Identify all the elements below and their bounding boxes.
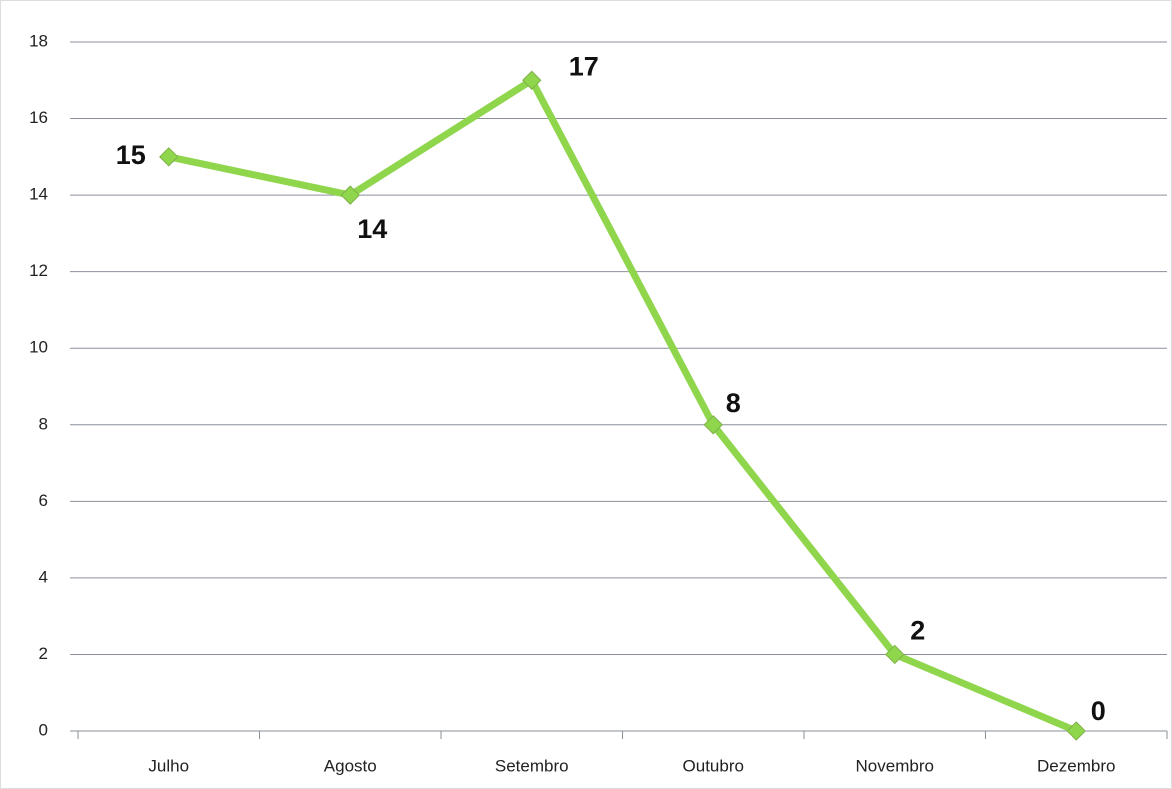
x-tick-label: Agosto xyxy=(324,756,377,775)
y-tick-label: 18 xyxy=(29,31,48,50)
y-tick-label: 16 xyxy=(29,108,48,127)
y-tick-label: 2 xyxy=(39,644,48,663)
data-label: 8 xyxy=(726,388,741,418)
y-tick-label: 6 xyxy=(39,491,48,510)
y-tick-label: 14 xyxy=(29,185,48,204)
data-label: 14 xyxy=(357,214,387,244)
y-tick-label: 4 xyxy=(39,567,48,586)
y-tick-label: 0 xyxy=(39,720,48,739)
x-tick-label: Julho xyxy=(148,756,189,775)
marker xyxy=(159,147,179,167)
data-label: 15 xyxy=(116,140,146,170)
x-tick-label: Setembro xyxy=(495,756,569,775)
x-tick-label: Outubro xyxy=(683,756,744,775)
marker xyxy=(885,644,905,665)
data-label: 2 xyxy=(910,616,925,646)
marker xyxy=(703,415,723,435)
y-tick-label: 12 xyxy=(29,261,48,280)
line xyxy=(168,76,1078,735)
x-tick-label: Novembro xyxy=(856,756,934,775)
marker xyxy=(1066,721,1086,741)
marker xyxy=(340,185,360,205)
data-label: 17 xyxy=(569,51,599,81)
marker xyxy=(522,70,542,90)
y-tick-label: 10 xyxy=(29,338,48,357)
x-tick-label: Dezembro xyxy=(1037,756,1115,775)
data-label: 0 xyxy=(1091,696,1106,726)
y-tick-label: 8 xyxy=(39,414,48,433)
